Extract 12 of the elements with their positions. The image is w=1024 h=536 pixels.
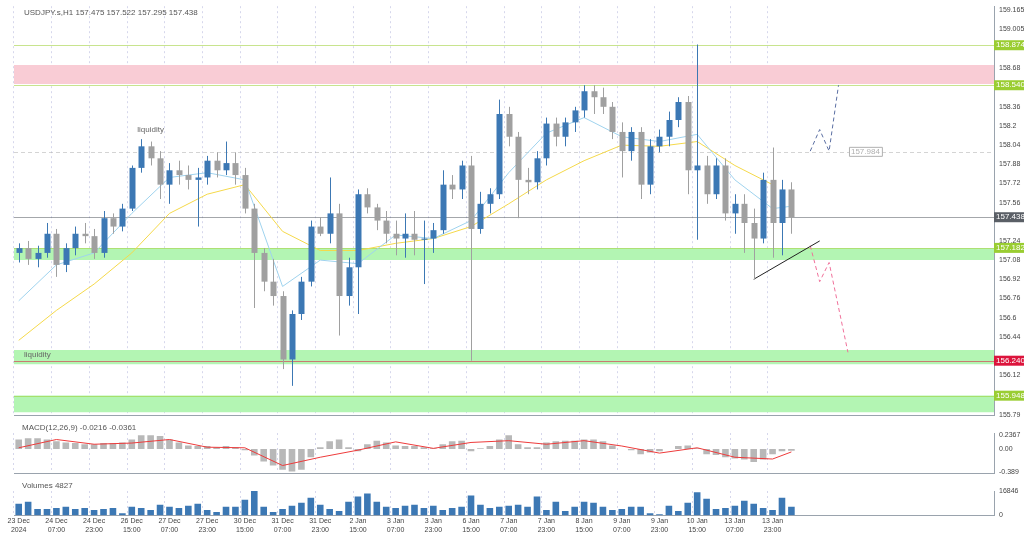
ref-line-label: 157.438 (996, 212, 1024, 222)
ref-line-label: 157.984 (850, 147, 881, 157)
ref-line-label: 155.948 (996, 390, 1024, 400)
ref-line-label: 156.240 (996, 355, 1024, 365)
band-label: liquidity (24, 350, 51, 360)
ref-line-label: 158.874 (996, 40, 1024, 50)
ref-line-label: 158.540 (996, 80, 1024, 90)
chart-title: Volumes 4827 (22, 481, 74, 491)
annotation: liquidity (137, 124, 164, 134)
chart-title: USDJPY.s,H1 157.475 157.522 157.295 157.438 (24, 8, 199, 18)
chart-title: MACD(12,26,9) -0.0216 -0.0361 (22, 423, 137, 433)
ref-line-label: 157.182 (996, 243, 1024, 253)
